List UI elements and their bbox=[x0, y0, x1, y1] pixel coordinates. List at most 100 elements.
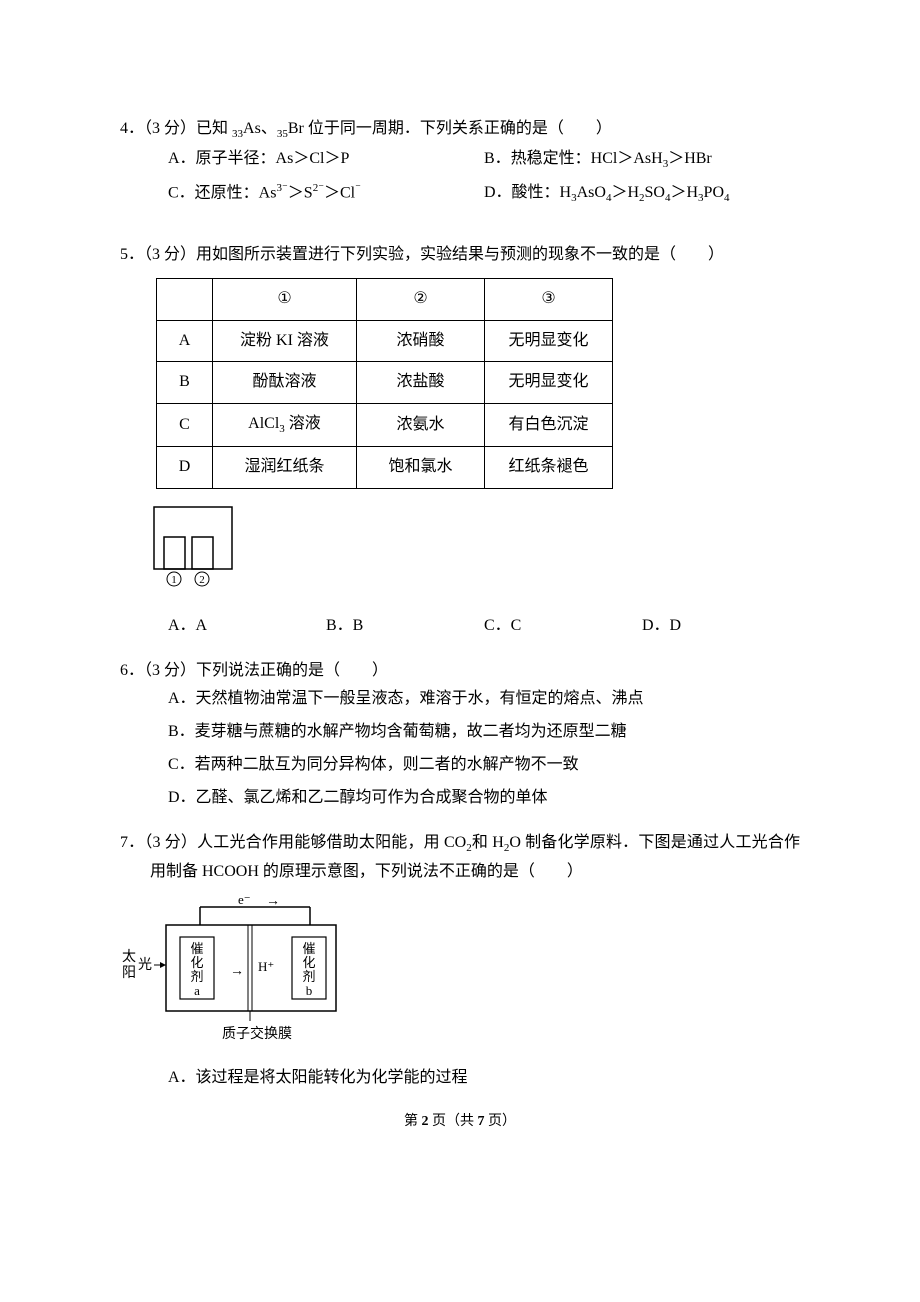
q5-opt-a: A．A bbox=[168, 612, 326, 641]
q5-opt-c: C．C bbox=[484, 612, 642, 641]
hplus-label: H⁺ bbox=[258, 959, 274, 974]
footer-page: 2 bbox=[422, 1114, 429, 1129]
photosynthesis-cell-icon: e⁻ → 催 化 剂 a 催 化 剂 b H⁺ → 太 阳 光 质子交换膜 bbox=[120, 893, 360, 1043]
cell: 浓硝酸 bbox=[357, 320, 485, 362]
svg-text:剂: 剂 bbox=[302, 969, 315, 984]
q4-text: 已知 bbox=[196, 120, 232, 137]
cell: 无明显变化 bbox=[485, 362, 613, 404]
q6-opt-d: D．乙醛、氯乙烯和乙二醇均可作为合成聚合物的单体 bbox=[168, 784, 800, 813]
membrane-label: 质子交换膜 bbox=[222, 1025, 292, 1042]
q7-opt-a: A．该过程是将太阳能转化为化学能的过程 bbox=[168, 1064, 800, 1093]
q7-stem: 7．（3 分）人工光合作用能够借助太阳能，用 CO2和 H2O 制备化学原料．下… bbox=[120, 829, 800, 888]
th-1: ① bbox=[213, 278, 357, 320]
q7-options: A．该过程是将太阳能转化为化学能的过程 bbox=[120, 1064, 800, 1093]
th-2: ② bbox=[357, 278, 485, 320]
svg-text:a: a bbox=[194, 983, 200, 998]
q4-optc-t2: ＞S bbox=[288, 184, 313, 201]
q5-options: A．A B．B C．C D．D bbox=[120, 612, 800, 641]
question-6: 6．（3 分）下列说法正确的是（ ） A．天然植物油常温下一般呈液态，难溶于水，… bbox=[120, 657, 800, 813]
q5-table: ① ② ③ A 淀粉 KI 溶液 浓硝酸 无明显变化 B 酚酞溶液 浓盐酸 无明… bbox=[156, 278, 613, 489]
svg-text:化: 化 bbox=[190, 955, 203, 970]
question-7: 7．（3 分）人工光合作用能够借助太阳能，用 CO2和 H2O 制备化学原料．下… bbox=[120, 829, 800, 1093]
footer-total: 7 bbox=[478, 1114, 485, 1129]
q4-optb-text: B．热稳定性：HCl＞AsH bbox=[484, 150, 663, 167]
q5-text: 用如图所示装置进行下列实验，实验结果与预测的现象不一致的是（ ） bbox=[196, 246, 724, 263]
sun-label: 阳 bbox=[122, 965, 136, 981]
table-row: D 湿润红纸条 饱和氯水 红纸条褪色 bbox=[157, 447, 613, 489]
q7-photosynthesis-diagram: e⁻ → 催 化 剂 a 催 化 剂 b H⁺ → 太 阳 光 质子交换膜 bbox=[120, 893, 800, 1054]
cell: 无明显变化 bbox=[485, 320, 613, 362]
svg-text:2: 2 bbox=[199, 574, 205, 586]
q4-number: 4． bbox=[120, 120, 144, 137]
q4-as: As、 bbox=[243, 120, 277, 137]
table-row: B 酚酞溶液 浓盐酸 无明显变化 bbox=[157, 362, 613, 404]
q6-points: （3 分） bbox=[144, 662, 196, 679]
q4-sub35: 35 bbox=[277, 128, 288, 140]
q5-apparatus-diagram: 1 2 bbox=[148, 501, 800, 602]
table-row: C AlCl3 溶液 浓氨水 有白色沉淀 bbox=[157, 404, 613, 447]
q4-opt-b: B．热稳定性：HCl＞AsH3＞HBr bbox=[484, 145, 800, 175]
question-4: 4．（3 分）已知 33As、35Br 位于同一周期．下列关系正确的是（ ） A… bbox=[120, 115, 800, 213]
q4-stem: 4．（3 分）已知 33As、35Br 位于同一周期．下列关系正确的是（ ） bbox=[120, 115, 800, 145]
question-5: 5．（3 分）用如图所示装置进行下列实验，实验结果与预测的现象不一致的是（ ） … bbox=[120, 241, 800, 641]
q4-sub33: 33 bbox=[232, 128, 243, 140]
table-header-row: ① ② ③ bbox=[157, 278, 613, 320]
q4-optc-t1: C．还原性：As bbox=[168, 184, 276, 201]
q4-optc-t3: ＞Cl bbox=[324, 184, 355, 201]
svg-text:b: b bbox=[306, 983, 313, 998]
svg-text:剂: 剂 bbox=[190, 969, 203, 984]
th-3: ③ bbox=[485, 278, 613, 320]
footer-t2: 页（共 bbox=[429, 1114, 478, 1129]
cell-label: C bbox=[157, 404, 213, 447]
q6-options: A．天然植物油常温下一般呈液态，难溶于水，有恒定的熔点、沸点 B．麦芽糖与蔗糖的… bbox=[120, 685, 800, 812]
cell: 淀粉 KI 溶液 bbox=[213, 320, 357, 362]
q6-number: 6． bbox=[120, 662, 144, 679]
cell: 饱和氯水 bbox=[357, 447, 485, 489]
q4-opt-a: A．原子半径：As＞Cl＞P bbox=[168, 145, 484, 175]
svg-text:1: 1 bbox=[171, 574, 177, 586]
q4-optd-t1: D．酸性：H bbox=[484, 184, 571, 201]
q5-points: （3 分） bbox=[144, 246, 196, 263]
q6-stem: 6．（3 分）下列说法正确的是（ ） bbox=[120, 657, 800, 686]
footer-t1: 第 bbox=[404, 1114, 422, 1129]
q7-number: 7． bbox=[120, 834, 144, 851]
q6-opt-b: B．麦芽糖与蔗糖的水解产物均含葡萄糖，故二者均为还原型二糖 bbox=[168, 718, 800, 747]
cell: 有白色沉淀 bbox=[485, 404, 613, 447]
q4-optc-s1: 3⁻ bbox=[276, 182, 287, 194]
q5-opt-d: D．D bbox=[642, 612, 800, 641]
cell: 酚酞溶液 bbox=[213, 362, 357, 404]
q7-points: （3 分） bbox=[144, 834, 197, 851]
beaker-apparatus-icon: 1 2 bbox=[148, 501, 238, 591]
svg-text:催: 催 bbox=[302, 941, 315, 956]
q4-opt-c: C．还原性：As3⁻＞S2⁻＞Cl⁻ bbox=[168, 179, 484, 209]
q4-options: A．原子半径：As＞Cl＞P B．热稳定性：HCl＞AsH3＞HBr C．还原性… bbox=[120, 145, 800, 213]
q4-optd-t4: SO bbox=[645, 184, 665, 201]
table-row: A 淀粉 KI 溶液 浓硝酸 无明显变化 bbox=[157, 320, 613, 362]
q4-opt-d: D．酸性：H3AsO4＞H2SO4＞H3PO4 bbox=[484, 179, 800, 209]
sun-label: 光 bbox=[138, 957, 152, 973]
cell: AlCl3 溶液 bbox=[213, 404, 357, 447]
q4-optd-s6: 4 bbox=[724, 192, 730, 204]
q4-optc-s3: ⁻ bbox=[355, 182, 361, 194]
page-footer: 第 2 页（共 7 页） bbox=[120, 1109, 800, 1134]
q4-optd-t2: AsO bbox=[577, 184, 606, 201]
th-blank bbox=[157, 278, 213, 320]
sun-label: 太 bbox=[122, 949, 136, 965]
footer-t3: 页） bbox=[485, 1114, 517, 1129]
q5-stem: 5．（3 分）用如图所示装置进行下列实验，实验结果与预测的现象不一致的是（ ） bbox=[120, 241, 800, 270]
cell: 湿润红纸条 bbox=[213, 447, 357, 489]
svg-text:催: 催 bbox=[190, 941, 203, 956]
q4-optd-t5: ＞H bbox=[670, 184, 698, 201]
q5-opt-b: B．B bbox=[326, 612, 484, 641]
q6-text: 下列说法正确的是（ ） bbox=[196, 662, 388, 679]
q4-optb-tail: ＞HBr bbox=[668, 150, 712, 167]
q7-t1: 人工光合作用能够借助太阳能，用 CO bbox=[197, 834, 466, 851]
cell-post: 溶液 bbox=[285, 415, 321, 432]
svg-text:化: 化 bbox=[302, 955, 315, 970]
cell-pre: AlCl bbox=[248, 415, 279, 432]
q4-br: Br 位于同一周期．下列关系正确的是（ ） bbox=[288, 120, 612, 137]
arrow-icon: → bbox=[266, 894, 280, 909]
cell: 红纸条褪色 bbox=[485, 447, 613, 489]
cell-label: D bbox=[157, 447, 213, 489]
q4-optc-s2: 2⁻ bbox=[313, 182, 324, 194]
